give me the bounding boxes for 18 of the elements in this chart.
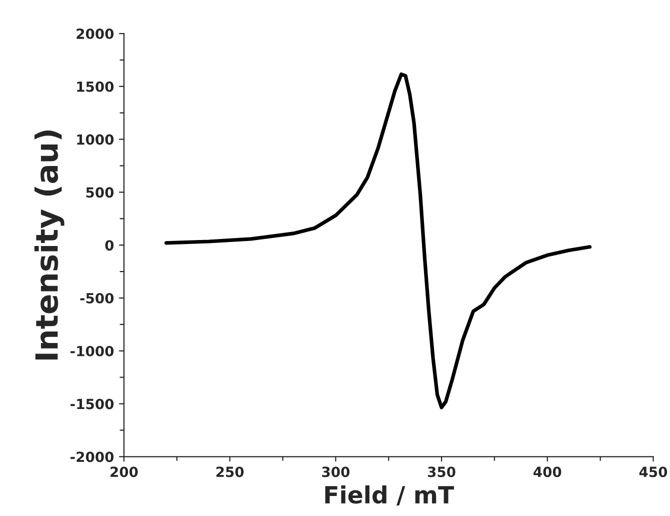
y-tick-label: -1500: [70, 398, 114, 410]
x-tick-label: 250: [216, 466, 244, 478]
y-tick-label: 1000: [77, 134, 114, 145]
line-series: [164, 72, 592, 410]
x-tick-label: 450: [639, 466, 668, 478]
y-tick-label: 1500: [77, 81, 114, 92]
y-tick-label: -1000: [70, 346, 114, 356]
x-tick-label: 200: [110, 466, 138, 478]
x-axis-title: Field / mT: [325, 485, 454, 506]
x-tick-label: 400: [534, 466, 562, 478]
y-tick-label: 500: [86, 187, 114, 198]
y-tick-label: -2000: [70, 452, 114, 462]
y-axis-title: Intensity (au): [34, 130, 64, 360]
x-tick-label: 300: [322, 466, 350, 478]
y-tick-label: -500: [80, 292, 114, 304]
y-tick-label: 2000: [76, 28, 114, 40]
y-tick-label: 0: [105, 240, 114, 251]
x-tick-label: 350: [428, 466, 456, 478]
